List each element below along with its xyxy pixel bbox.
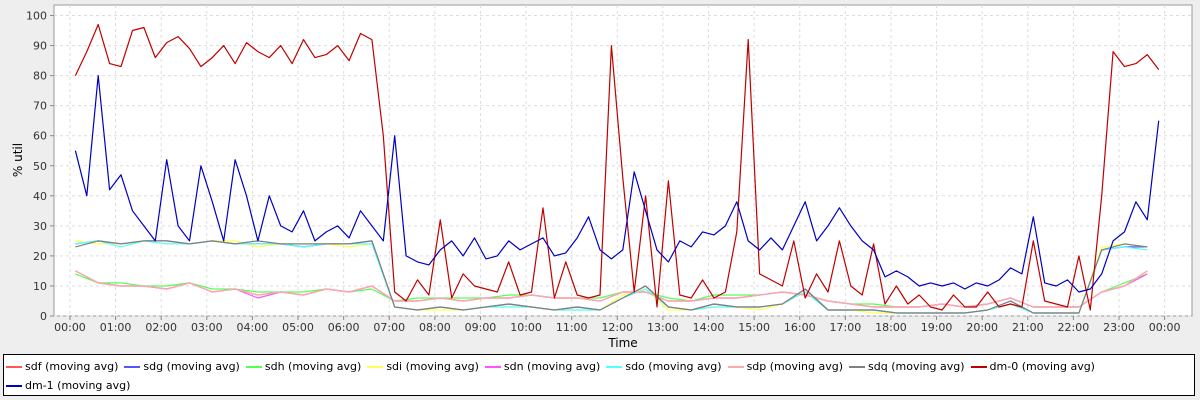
y-tick-label: 70 (33, 100, 47, 113)
x-tick-label: 05:00 (282, 321, 314, 334)
x-tick-label: 06:00 (328, 321, 360, 334)
x-tick-label: 19:00 (921, 321, 953, 334)
legend-swatch (606, 365, 623, 368)
x-tick-label: 03:00 (191, 321, 223, 334)
legend-item: sdi (moving avg) (367, 357, 479, 376)
x-tick-label: 22:00 (1058, 321, 1090, 334)
legend-item: sdo (moving avg) (606, 357, 722, 376)
series-line-sdq (75, 240, 1148, 314)
x-tick-label: 14:00 (693, 321, 725, 334)
legend-item: sdp (moving avg) (727, 357, 844, 376)
grid (54, 5, 1192, 317)
x-tick-label: 17:00 (830, 321, 862, 334)
legend-swatch (245, 365, 262, 368)
legend-label: sdp (moving avg) (746, 360, 844, 373)
y-tick-label: 60 (33, 130, 47, 143)
legend-item: dm-1 (moving avg) (6, 376, 130, 395)
legend-swatch (727, 365, 744, 368)
x-tick-label: 23:00 (1103, 321, 1135, 334)
legend-label: sdo (moving avg) (625, 360, 722, 373)
legend-swatch (970, 365, 987, 368)
y-tick-label: 30 (33, 220, 47, 233)
axis-ticks: 00:00 01:00 02:00 03:00 04:00 05:00 06:00 07:00… (26, 10, 1180, 334)
legend-item: sdh (moving avg) (245, 357, 362, 376)
x-tick-label: 09:00 (465, 321, 497, 334)
y-tick-label: 90 (33, 40, 47, 53)
legend-label: sdg (moving avg) (143, 360, 240, 373)
y-tick-label: 0 (40, 310, 47, 323)
x-tick-label: 16:00 (784, 321, 816, 334)
y-tick-label: 20 (33, 250, 47, 263)
legend-item: dm-0 (moving avg) (970, 357, 1095, 376)
legend-label: dm-1 (moving avg) (25, 379, 131, 392)
y-axis-label: % util (11, 143, 25, 177)
legend-label: dm-0 (moving avg) (989, 360, 1095, 373)
series-line-dm-1 (74, 74, 1160, 293)
x-tick-label: 10:00 (510, 321, 542, 334)
x-tick-label: 13:00 (647, 321, 679, 334)
line-chart: 00:00 01:00 02:00 03:00 04:00 05:00 06:00 07:00… (11, 4, 1193, 350)
legend-swatch (849, 365, 866, 368)
legend-item: sdf (moving avg) (6, 357, 118, 376)
y-tick-label: 40 (33, 190, 47, 203)
legend-label: sdq (moving avg) (868, 360, 965, 373)
x-tick-label: 07:00 (373, 321, 405, 334)
y-tick-label: 80 (33, 70, 47, 83)
legend-item: sdg (moving avg) (124, 357, 240, 376)
x-tick-label: 15:00 (738, 321, 770, 334)
series-lines (74, 23, 1160, 314)
legend-label: sdf (moving avg) (25, 360, 119, 373)
x-tick-label: 01:00 (100, 321, 132, 334)
x-tick-label: 11:00 (556, 321, 588, 334)
legend-swatch (484, 365, 501, 368)
y-tick-label: 100 (26, 10, 47, 23)
x-axis-label: Time (607, 336, 637, 350)
x-tick-label: 00:00 (1149, 321, 1181, 334)
legend-label: sdn (moving avg) (503, 360, 601, 373)
legend-swatch (6, 384, 22, 387)
legend-swatch (124, 365, 141, 368)
y-tick-label: 50 (33, 160, 47, 173)
x-tick-label: 02:00 (145, 321, 177, 334)
legend-item: sdn (moving avg) (484, 357, 601, 376)
x-tick-label: 00:00 (54, 321, 86, 334)
legend-swatch (6, 365, 22, 368)
x-tick-label: 12:00 (601, 321, 633, 334)
plot-area (53, 4, 1193, 317)
x-tick-label: 21:00 (1012, 321, 1044, 334)
legend-label: sdh (moving avg) (264, 360, 362, 373)
x-tick-label: 20:00 (966, 321, 998, 334)
legend-swatch (367, 365, 384, 368)
x-tick-label: 04:00 (237, 321, 269, 334)
x-tick-label: 18:00 (875, 321, 907, 334)
legend-item: sdq (moving avg) (849, 357, 965, 376)
series-line-dm-0 (74, 23, 1160, 311)
y-tick-label: 10 (33, 280, 47, 293)
x-tick-label: 08:00 (419, 321, 451, 334)
legend-label: sdi (moving avg) (386, 360, 479, 373)
legend: sdf (moving avg) sdg (moving avg) sdh (mov… (3, 354, 1195, 396)
